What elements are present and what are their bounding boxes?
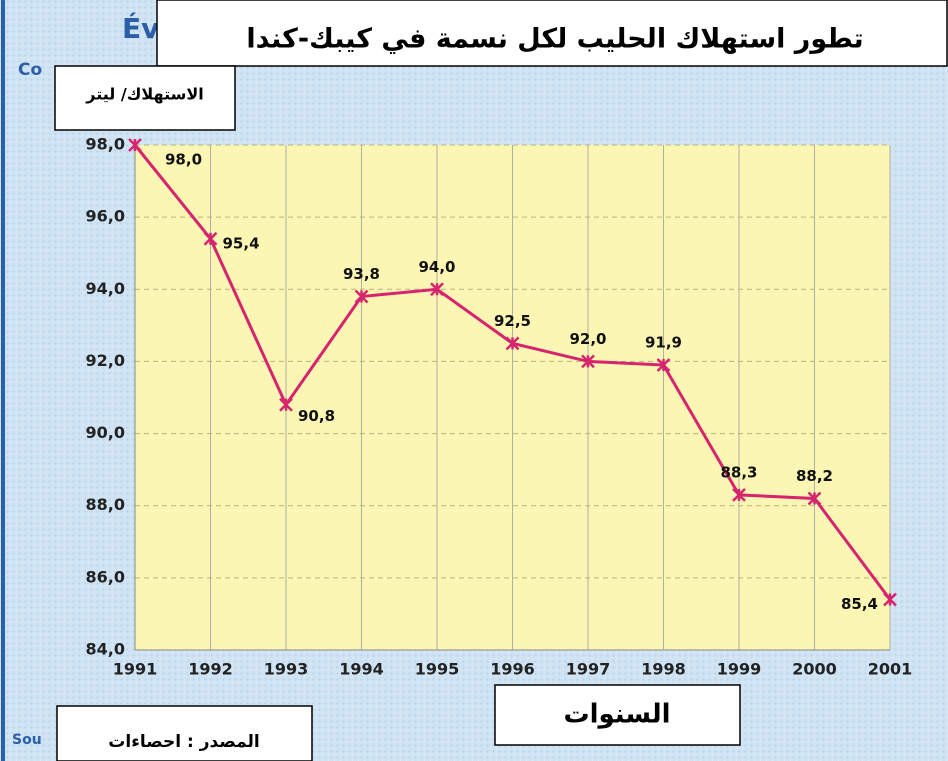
background-fragment: Co	[18, 60, 42, 80]
x-tick-label: 1998	[641, 660, 686, 679]
y-tick-label: 94,0	[86, 279, 125, 298]
data-label: 92,5	[494, 312, 531, 330]
x-tick-label: 2000	[792, 660, 837, 679]
point-marker	[883, 592, 897, 607]
x-tick-label: 1996	[490, 660, 535, 679]
x-tick-label: 2001	[868, 660, 913, 679]
y-tick-label: 92,0	[86, 351, 125, 370]
point-marker	[581, 354, 595, 369]
y-tick-label: 88,0	[86, 495, 125, 514]
y-tick-label: 90,0	[86, 423, 125, 442]
point-marker	[279, 397, 293, 412]
y-tick-label: 86,0	[86, 567, 125, 586]
point-marker	[732, 488, 746, 502]
point-marker	[203, 231, 218, 246]
data-label: 91,9	[645, 334, 682, 352]
point-marker	[656, 358, 671, 372]
y-tick-label: 98,0	[86, 135, 125, 154]
x-tick-label: 1991	[113, 660, 158, 679]
data-label: 95,4	[223, 234, 260, 252]
data-label: 88,3	[720, 463, 757, 481]
y-axis-label: الاستهلاك/ ليتر	[85, 85, 203, 104]
y-tick-label: 96,0	[86, 207, 125, 226]
chart-title: تطور استهلاك الحليب لكل نسمة في كيبك-كند…	[246, 24, 863, 55]
background-fragment: Sou	[12, 732, 42, 748]
data-label: 92,0	[569, 330, 606, 348]
point-marker	[430, 282, 444, 297]
x-tick-label: 1995	[415, 660, 460, 679]
x-label-box	[494, 684, 741, 746]
x-tick-label: 1994	[339, 660, 384, 679]
x-axis-label: السنوات	[563, 700, 670, 730]
data-label: 88,2	[796, 467, 833, 485]
data-label: 90,8	[298, 407, 335, 425]
source: المصدر : احصاءات	[108, 732, 259, 752]
point-marker	[128, 138, 142, 152]
y-label-box	[54, 65, 236, 131]
source-box	[56, 705, 313, 761]
data-label: 94,0	[418, 258, 455, 276]
x-tick-label: 1992	[188, 660, 233, 679]
plot: 84,0 86,0 88,0 90,0 92,0 94,0 96,0 98,0 1991 1992…	[86, 135, 913, 679]
title-box	[156, 0, 948, 67]
background-fragment: Év	[122, 11, 159, 45]
data-label: 98,0	[165, 151, 202, 169]
x-tick-label: 1993	[264, 660, 309, 679]
point-marker	[807, 491, 822, 506]
data-label: 85,4	[841, 595, 878, 613]
y-tick-label: 84,0	[86, 640, 125, 659]
point-marker	[505, 336, 520, 351]
x-tick-label: 1999	[717, 660, 762, 679]
x-tick-label: 1997	[566, 660, 611, 679]
left-border	[1, 0, 5, 761]
data-label: 93,8	[343, 265, 380, 283]
point-marker	[354, 289, 369, 304]
